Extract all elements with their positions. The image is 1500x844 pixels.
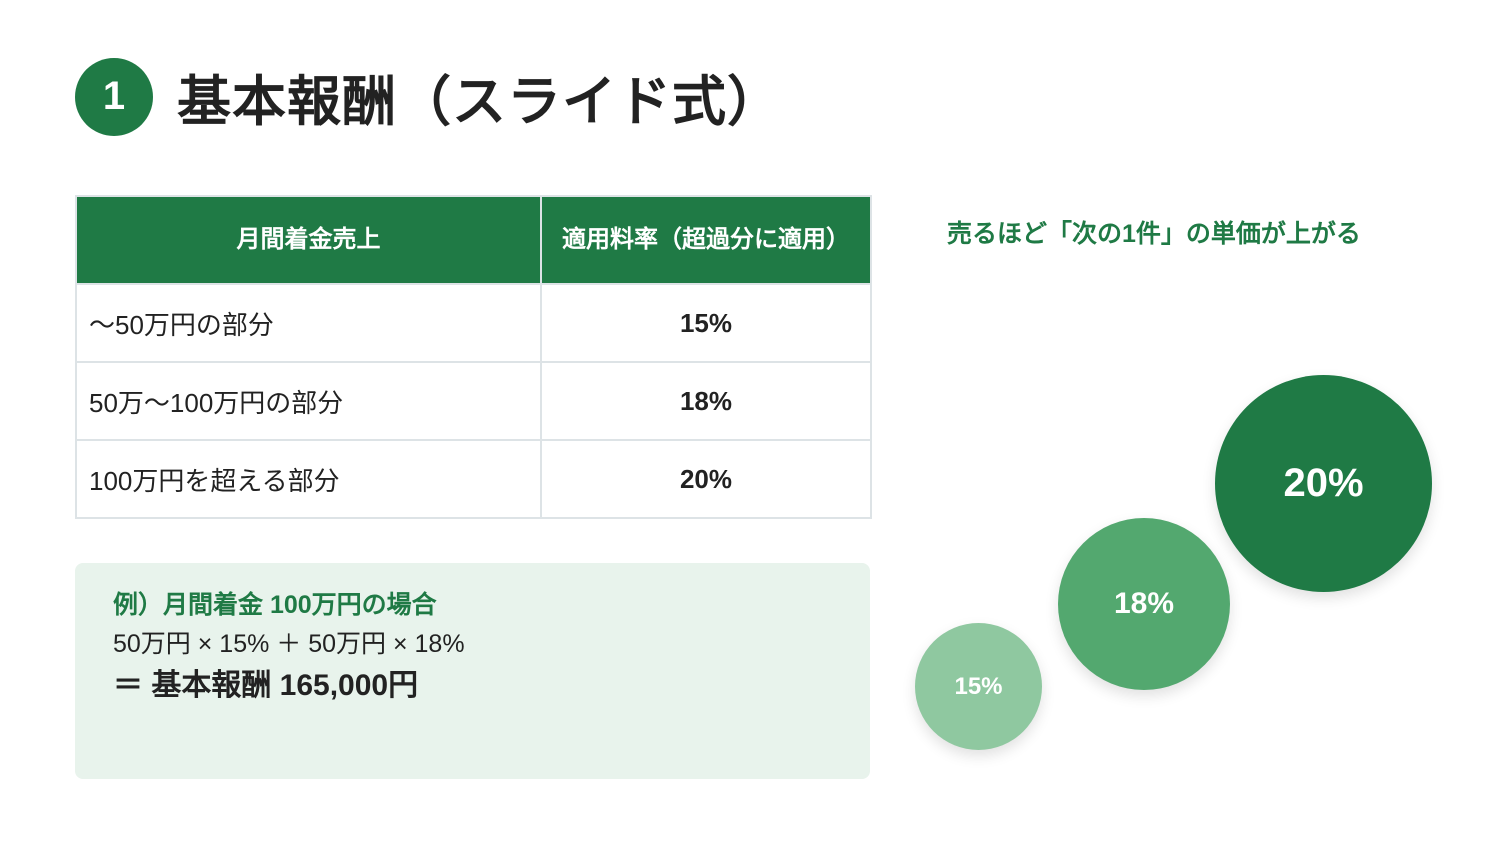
rate-bubble-15: 15%: [915, 623, 1042, 750]
example-calculation: 50万円 × 15% ＋ 50万円 × 18%: [113, 630, 465, 658]
table-row: 50万〜100万円の部分 18%: [75, 361, 872, 441]
rate-bubble-18: 18%: [1058, 518, 1230, 690]
rate-cell: 20%: [540, 439, 872, 519]
column-header-rate: 適用料率（超過分に適用）: [540, 195, 872, 285]
example-result: ＝ 基本報酬 165,000円: [113, 669, 419, 702]
table-header-row: 月間着金売上 適用料率（超過分に適用）: [75, 195, 872, 285]
example-heading: 例）月間着金 100万円の場合: [113, 591, 437, 619]
example-box: 例）月間着金 100万円の場合 50万円 × 15% ＋ 50万円 × 18% …: [75, 563, 870, 779]
section-header: 1 基本報酬（スライド式）: [75, 57, 782, 136]
page-title: 基本報酬（スライド式）: [177, 72, 782, 132]
column-header-sales: 月間着金売上: [75, 195, 542, 285]
rate-cell: 18%: [540, 361, 872, 441]
range-cell: 100万円を超える部分: [75, 439, 542, 519]
table-row: 100万円を超える部分 20%: [75, 439, 872, 519]
table-row: 〜50万円の部分 15%: [75, 283, 872, 363]
range-cell: 〜50万円の部分: [75, 283, 542, 363]
rate-table: 月間着金売上 適用料率（超過分に適用） 〜50万円の部分 15% 50万〜100…: [75, 195, 872, 519]
rate-bubble-20: 20%: [1215, 375, 1432, 592]
rate-cell: 15%: [540, 283, 872, 363]
range-cell: 50万〜100万円の部分: [75, 361, 542, 441]
section-number-badge: 1: [75, 57, 153, 136]
tagline: 売るほど「次の1件」の単価が上がる: [947, 220, 1361, 248]
